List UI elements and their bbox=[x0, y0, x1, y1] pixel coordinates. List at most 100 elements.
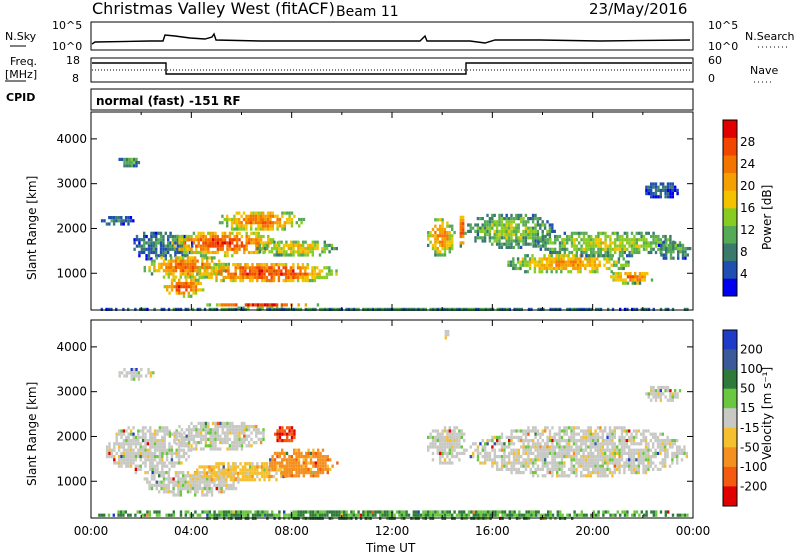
range-time-cell bbox=[165, 455, 169, 459]
range-time-cell bbox=[659, 448, 662, 452]
range-time-cell bbox=[138, 254, 141, 258]
range-time-cell bbox=[551, 464, 554, 468]
range-time-cell bbox=[524, 435, 528, 439]
range-time-cell bbox=[686, 253, 689, 257]
range-time-cell bbox=[155, 513, 159, 517]
range-time-cell bbox=[288, 461, 291, 465]
range-time-cell bbox=[274, 214, 277, 218]
range-time-cell bbox=[560, 260, 563, 264]
range-time-cell bbox=[443, 247, 447, 251]
range-time-cell bbox=[162, 483, 166, 487]
range-time-cell bbox=[187, 445, 190, 449]
range-time-cell bbox=[180, 428, 184, 432]
range-time-cell bbox=[592, 458, 595, 462]
range-time-cell bbox=[182, 281, 186, 286]
range-time-cell bbox=[175, 455, 178, 459]
range-time-cell bbox=[149, 371, 153, 375]
range-time-cell bbox=[671, 451, 674, 455]
range-time-cell bbox=[529, 458, 532, 462]
range-time-cell bbox=[487, 307, 490, 311]
range-time-cell bbox=[230, 510, 233, 514]
range-time-cell bbox=[209, 250, 212, 255]
range-time-cell bbox=[155, 244, 158, 248]
range-time-cell bbox=[507, 217, 511, 221]
range-time-cell bbox=[216, 431, 220, 435]
range-time-cell bbox=[220, 483, 223, 487]
range-time-cell bbox=[589, 471, 592, 475]
range-time-cell bbox=[206, 487, 209, 491]
range-time-cell bbox=[323, 247, 326, 251]
range-time-cell bbox=[302, 243, 305, 247]
range-time-cell bbox=[134, 445, 138, 449]
range-time-cell bbox=[297, 250, 300, 254]
range-time-cell bbox=[323, 266, 326, 270]
nave-tick-bottom: 0 bbox=[708, 72, 715, 85]
range-time-cell bbox=[186, 259, 190, 263]
range-time-cell bbox=[531, 260, 534, 264]
range-time-cell bbox=[233, 247, 236, 251]
range-time-cell bbox=[117, 219, 121, 223]
range-time-cell bbox=[534, 426, 537, 430]
range-time-cell bbox=[575, 461, 578, 465]
range-time-cell bbox=[134, 455, 138, 459]
range-time-cell bbox=[617, 266, 621, 271]
range-time-cell bbox=[187, 238, 191, 242]
range-time-cell bbox=[369, 513, 372, 517]
range-time-cell bbox=[182, 477, 185, 481]
range-time-cell bbox=[479, 510, 483, 514]
range-time-cell bbox=[546, 464, 549, 468]
range-time-cell bbox=[326, 471, 329, 475]
range-time-cell bbox=[216, 425, 220, 429]
range-time-cell bbox=[623, 451, 626, 455]
range-time-cell bbox=[472, 307, 475, 311]
range-time-cell bbox=[186, 265, 190, 270]
range-time-cell bbox=[625, 445, 628, 449]
range-time-cell bbox=[262, 244, 265, 248]
range-time-cell bbox=[150, 487, 154, 491]
range-time-cell bbox=[671, 192, 674, 196]
range-time-cell bbox=[662, 253, 665, 257]
range-time-cell bbox=[257, 231, 260, 235]
range-time-cell bbox=[500, 242, 504, 246]
range-time-cell bbox=[596, 426, 600, 430]
range-time-cell bbox=[572, 471, 576, 475]
range-time-cell bbox=[287, 247, 290, 251]
range-time-cell bbox=[515, 513, 519, 517]
range-time-cell bbox=[248, 474, 252, 479]
range-time-cell bbox=[182, 455, 186, 459]
range-time-cell bbox=[611, 474, 614, 478]
range-time-cell bbox=[611, 458, 614, 462]
range-time-cell bbox=[556, 432, 559, 436]
range-time-cell bbox=[233, 437, 236, 441]
range-time-cell bbox=[569, 270, 573, 274]
range-time-cell bbox=[319, 451, 322, 455]
range-time-cell bbox=[496, 461, 499, 465]
range-time-cell bbox=[208, 474, 211, 479]
range-time-cell bbox=[281, 224, 284, 228]
range-time-cell bbox=[316, 247, 319, 251]
range-time-cell bbox=[677, 253, 680, 257]
range-time-cell bbox=[112, 222, 116, 226]
range-time-cell bbox=[446, 221, 449, 225]
range-time-cell bbox=[263, 243, 266, 247]
range-time-cell bbox=[270, 263, 273, 267]
range-time-cell bbox=[244, 307, 247, 311]
range-time-cell bbox=[567, 254, 570, 258]
range-time-cell bbox=[321, 448, 325, 452]
range-time-cell bbox=[597, 307, 600, 311]
range-time-cell bbox=[281, 458, 284, 462]
range-time-cell bbox=[429, 432, 432, 436]
range-time-cell bbox=[256, 474, 259, 479]
range-time-cell bbox=[186, 269, 190, 273]
range-time-cell bbox=[652, 392, 655, 396]
range-time-cell bbox=[611, 432, 614, 436]
range-time-cell bbox=[572, 257, 575, 261]
range-time-cell bbox=[647, 458, 650, 462]
range-time-cell bbox=[415, 510, 418, 514]
range-time-cell bbox=[572, 429, 576, 433]
range-time-cell bbox=[329, 467, 332, 471]
range-time-cell bbox=[601, 451, 604, 455]
range-time-cell bbox=[630, 464, 633, 468]
range-time-cell bbox=[140, 247, 143, 251]
range-time-cell bbox=[628, 254, 631, 258]
